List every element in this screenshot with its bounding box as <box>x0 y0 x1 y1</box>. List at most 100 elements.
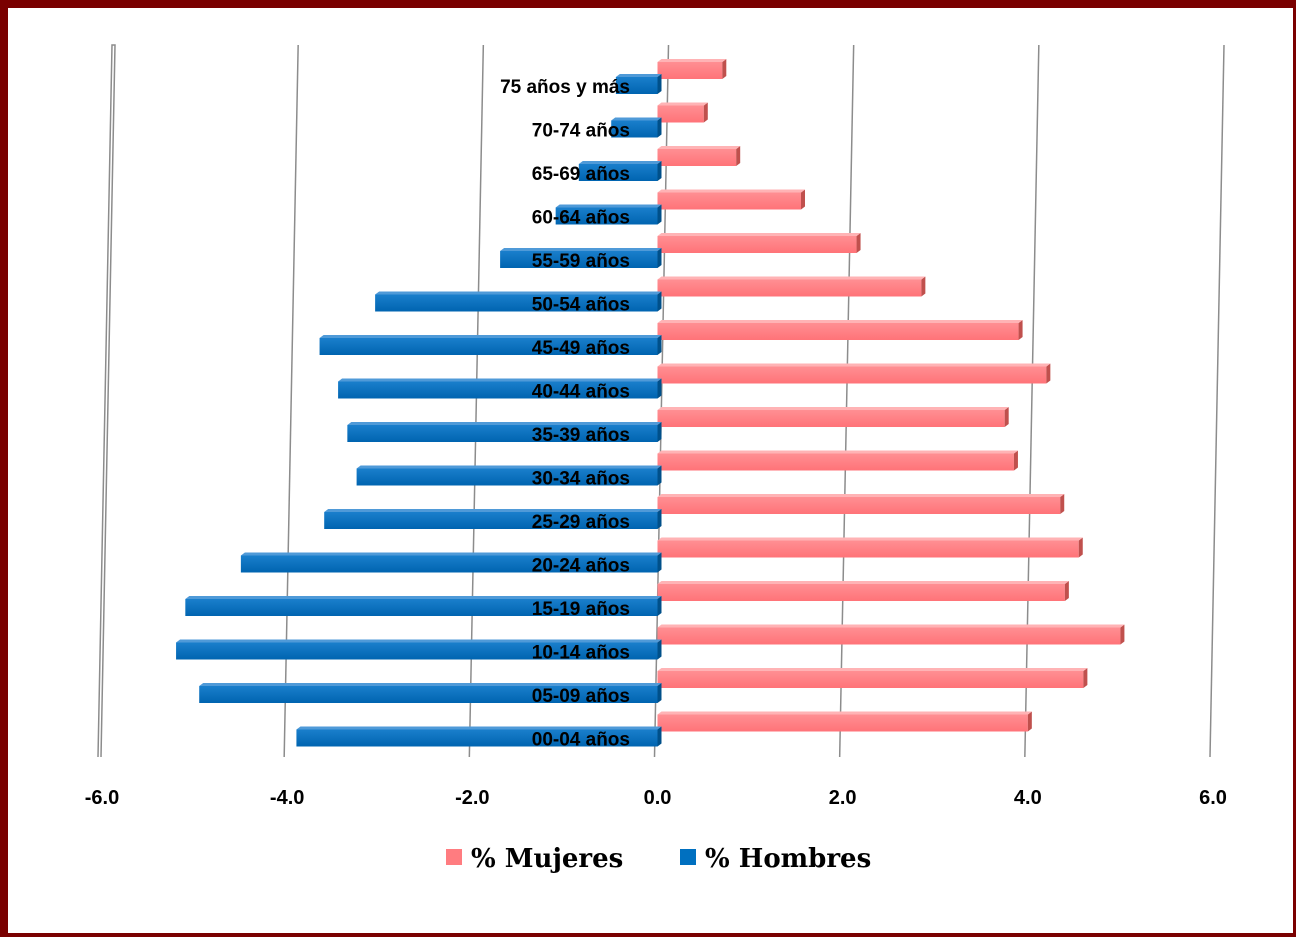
bar-hombres <box>578 164 658 181</box>
bar-mujeres-side <box>1018 320 1023 340</box>
category-label: 45-49 años <box>532 338 630 359</box>
gridline <box>1209 44 1225 758</box>
bar-hombres-side <box>657 291 662 312</box>
bar-hombres-side <box>657 74 662 94</box>
bar-hombres-top <box>578 161 662 164</box>
bar-mujeres-top <box>657 146 741 149</box>
x-tick-label: -6.0 <box>85 787 119 809</box>
bar-hombres-side <box>657 117 662 138</box>
bar-hombres <box>296 729 658 747</box>
bar-mujeres <box>657 497 1061 514</box>
bar-mujeres <box>657 323 1019 340</box>
x-tick-label: -2.0 <box>455 787 489 809</box>
legend-label: % Mujeres <box>471 844 623 874</box>
bar-hombres <box>347 425 658 442</box>
bar-mujeres-side <box>1027 711 1032 732</box>
x-tick-label: 2.0 <box>829 787 857 809</box>
bar-mujeres-side <box>1046 363 1051 384</box>
bar-hombres <box>319 338 658 355</box>
bar-mujeres-side <box>703 102 708 123</box>
bar-hombres-top <box>615 74 662 77</box>
category-label: 70-74 años <box>532 121 630 142</box>
bar-mujeres <box>657 236 857 253</box>
bar-mujeres-top <box>657 450 1018 454</box>
bar-hombres-top <box>347 422 662 425</box>
bar-mujeres-top <box>657 494 1065 497</box>
category-label: 75 años y más <box>500 77 630 98</box>
bar-mujeres <box>657 627 1121 645</box>
bar-hombres <box>500 251 658 268</box>
bar-hombres-side <box>657 552 662 573</box>
bar-mujeres-side <box>801 189 806 210</box>
bar-hombres-top <box>555 204 662 208</box>
category-label: 10-14 años <box>532 643 630 664</box>
bar-mujeres-top <box>657 59 727 62</box>
bar-mujeres <box>657 366 1047 384</box>
bar-hombres-side <box>657 683 662 703</box>
bar-mujeres <box>657 453 1014 471</box>
bar-hombres <box>185 599 658 616</box>
bar-mujeres <box>657 671 1084 688</box>
bar-hombres-top <box>500 248 662 251</box>
bar-mujeres <box>657 410 1005 427</box>
bar-mujeres <box>657 192 802 210</box>
bar-mujeres-top <box>657 711 1032 715</box>
bar-mujeres-side <box>1078 537 1083 558</box>
bar-mujeres-top <box>657 537 1083 541</box>
legend-swatch <box>680 849 696 865</box>
category-label: 55-59 años <box>532 251 630 272</box>
bar-hombres-side <box>657 161 662 181</box>
category-label: 40-44 años <box>532 382 630 403</box>
bar-hombres-top <box>199 683 662 686</box>
category-label: 15-19 años <box>532 599 630 620</box>
x-axis-tick-labels: -6.0 -4.0 -2.0 0.0 2.0 4.0 6.0 <box>85 787 1227 809</box>
bar-hombres <box>324 512 658 529</box>
bar-hombres-top <box>338 378 662 382</box>
bar-hombres-side <box>657 465 662 486</box>
bar-hombres <box>338 381 658 399</box>
category-label: 25-29 años <box>532 512 630 533</box>
bar-hombres-top <box>176 639 662 643</box>
bar-mujeres-top <box>657 624 1125 628</box>
category-label: 35-39 años <box>532 425 630 446</box>
bar-mujeres <box>657 105 704 123</box>
bar-mujeres-side <box>856 233 861 253</box>
x-tick-label: 6.0 <box>1199 787 1227 809</box>
bar-hombres-side <box>657 422 662 442</box>
bar-hombres <box>555 207 658 225</box>
x-tick-label: 4.0 <box>1014 787 1042 809</box>
bar-hombres-top <box>319 335 662 338</box>
bar-hombres-side <box>657 726 662 747</box>
bar-mujeres-side <box>736 146 741 166</box>
bar-hombres <box>240 555 658 573</box>
x-tick-label: -4.0 <box>270 787 304 809</box>
category-label: 50-54 años <box>532 295 630 316</box>
bar-mujeres-top <box>657 233 861 236</box>
bar-hombres-side <box>657 639 662 660</box>
category-label: 00-04 años <box>532 730 630 751</box>
bar-hombres-top <box>296 726 662 730</box>
bar-mujeres-side <box>1120 624 1125 645</box>
gridline <box>283 44 299 758</box>
bar-mujeres <box>657 149 737 166</box>
bar-hombres <box>611 120 658 138</box>
bar-mujeres <box>657 714 1028 732</box>
category-label: 05-09 años <box>532 686 630 707</box>
bar-mujeres-top <box>657 276 926 280</box>
bar-hombres <box>356 468 658 486</box>
bar-hombres-side <box>657 248 662 268</box>
bar-hombres-side <box>657 509 662 529</box>
category-labels: 00-04 años 05-09 años 10-14 años 15-19 años… <box>500 77 630 751</box>
bar-mujeres-top <box>657 189 806 193</box>
bars <box>176 59 1125 747</box>
category-label: 60-64 años <box>532 208 630 229</box>
bar-hombres <box>199 686 658 703</box>
legend: % Mujeres % Hombres <box>446 844 871 874</box>
bar-mujeres-top <box>657 668 1088 671</box>
bar-mujeres-side <box>722 59 727 79</box>
bar-hombres <box>375 294 658 312</box>
bar-hombres-top <box>324 509 662 512</box>
bar-mujeres <box>657 540 1079 558</box>
bar-mujeres <box>657 279 922 297</box>
